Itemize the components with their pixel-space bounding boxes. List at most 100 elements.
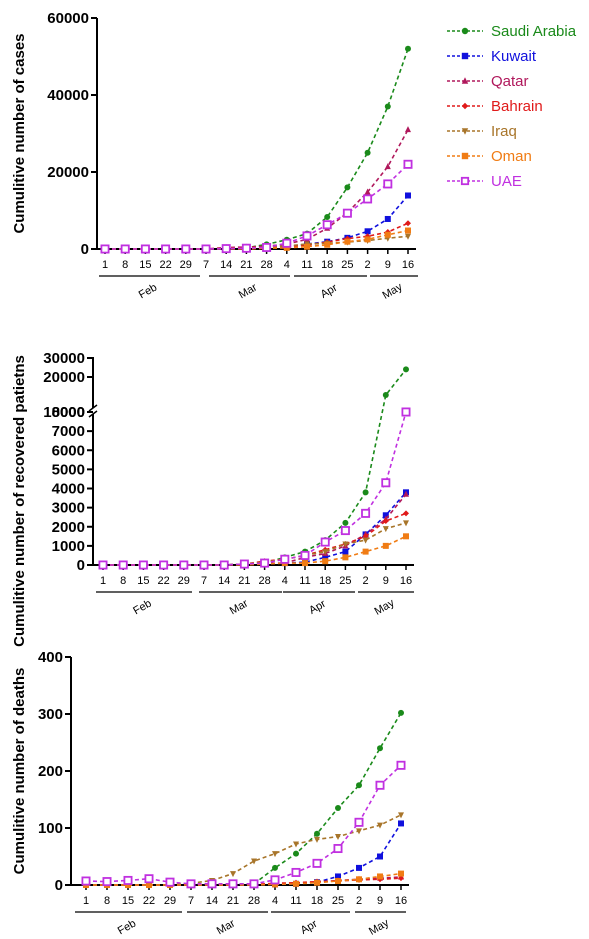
data-point [403, 366, 409, 373]
legend-label: UAE [491, 173, 522, 190]
data-point [283, 244, 290, 251]
x-tick-label: 11 [299, 575, 310, 587]
data-point [377, 853, 383, 860]
legend-marker [461, 152, 469, 160]
x-tick-label: 15 [139, 259, 151, 271]
data-point [314, 879, 320, 886]
legend-marker [461, 102, 469, 110]
deaths-chart: Cumulitive number of deaths 0 100 200 300 400… [11, 649, 409, 938]
axis-break-mark [88, 410, 98, 418]
series-uae [81, 760, 406, 889]
x-tick-label: 29 [178, 575, 190, 587]
legend-label: Iraq [491, 123, 517, 140]
legend-marker [461, 128, 469, 135]
data-point [356, 782, 362, 789]
data-point [342, 519, 349, 526]
series-line [105, 194, 409, 250]
x-tick-label: 25 [332, 895, 344, 907]
legend-item-iraq: Iraq [447, 123, 517, 140]
data-point [381, 478, 391, 488]
data-point [342, 548, 349, 555]
data-point [102, 877, 112, 887]
data-point [342, 554, 349, 561]
data-point [375, 780, 385, 790]
x-tick-label: 22 [159, 259, 171, 271]
data-point [362, 537, 369, 544]
x-tick-label: 14 [218, 575, 230, 587]
data-point [199, 560, 209, 570]
data-point [335, 878, 341, 885]
x-tick-label: 21 [238, 575, 250, 587]
data-point [383, 179, 393, 189]
data-point [335, 834, 341, 841]
cases-chart: Cumulitive number of cases 0 20000 40000 600… [11, 10, 418, 302]
data-point [161, 244, 171, 254]
y-tick-label: 2000 [52, 519, 85, 536]
data-point [262, 242, 272, 252]
x-tick-label: 18 [321, 259, 333, 271]
data-point [228, 879, 238, 889]
series-line [86, 814, 402, 886]
data-point [207, 879, 217, 889]
data-point [138, 560, 148, 570]
legend-label: Saudi Arabia [491, 23, 577, 40]
series-line [105, 222, 409, 250]
y-tick-label: 10000 [43, 404, 85, 421]
x-tick-label: 1 [102, 259, 108, 271]
series-line [103, 493, 407, 566]
data-point [398, 820, 404, 827]
x-tick-label: 14 [220, 259, 232, 271]
data-point [98, 560, 108, 570]
data-point [405, 233, 411, 240]
x-tick-label: 29 [164, 895, 176, 907]
data-point [356, 828, 362, 835]
y-tick-label: 8000 [52, 404, 85, 421]
x-tick-label: 15 [122, 895, 134, 907]
data-point [364, 149, 371, 156]
series-line [86, 872, 402, 886]
x-tick-label: 8 [122, 259, 128, 271]
series-uae [100, 159, 413, 254]
legend-marker [460, 176, 470, 186]
y-axis-label: Cumulitive number of deaths [11, 668, 28, 875]
data-point [123, 875, 133, 885]
data-point [398, 812, 404, 819]
x-tick-label: 16 [402, 259, 414, 271]
x-tick-label: 8 [104, 895, 110, 907]
axis-break-mark [88, 404, 98, 412]
recovered-chart: Cumulitive number of recovered patietns 0… [11, 350, 414, 647]
data-point [322, 220, 332, 230]
data-point [322, 558, 329, 565]
data-point [249, 879, 259, 889]
data-point [159, 560, 169, 570]
x-tick-label: 22 [157, 575, 169, 587]
month-label: Apr [319, 282, 340, 301]
legend-item-bahrain: Bahrain [447, 98, 543, 115]
legend-label: Oman [491, 148, 532, 165]
data-point [382, 526, 389, 533]
data-point [340, 526, 350, 536]
x-tick-label: 28 [260, 259, 272, 271]
data-point [377, 745, 383, 752]
legend-item-oman: Oman [447, 148, 532, 165]
data-point [280, 554, 290, 564]
data-point [322, 549, 329, 556]
x-tick-label: 11 [301, 259, 312, 271]
y-tick-label: 400 [38, 649, 63, 666]
x-tick-label: 2 [363, 575, 369, 587]
data-point [302, 560, 308, 567]
x-tick-label: 1 [83, 895, 89, 907]
x-tick-label: 11 [290, 895, 301, 907]
x-tick-label: 9 [385, 259, 391, 271]
month-label: Feb [131, 597, 153, 617]
data-point [362, 489, 369, 496]
x-tick-label: 1 [100, 575, 106, 587]
y-tick-label: 3000 [52, 500, 85, 517]
data-point [272, 881, 278, 888]
x-tick-label: 4 [282, 575, 288, 587]
data-point [272, 851, 278, 858]
series-saudi-arabia [102, 45, 411, 252]
data-point [186, 879, 196, 889]
x-tick-label: 2 [356, 895, 362, 907]
x-tick-label: 25 [341, 259, 353, 271]
